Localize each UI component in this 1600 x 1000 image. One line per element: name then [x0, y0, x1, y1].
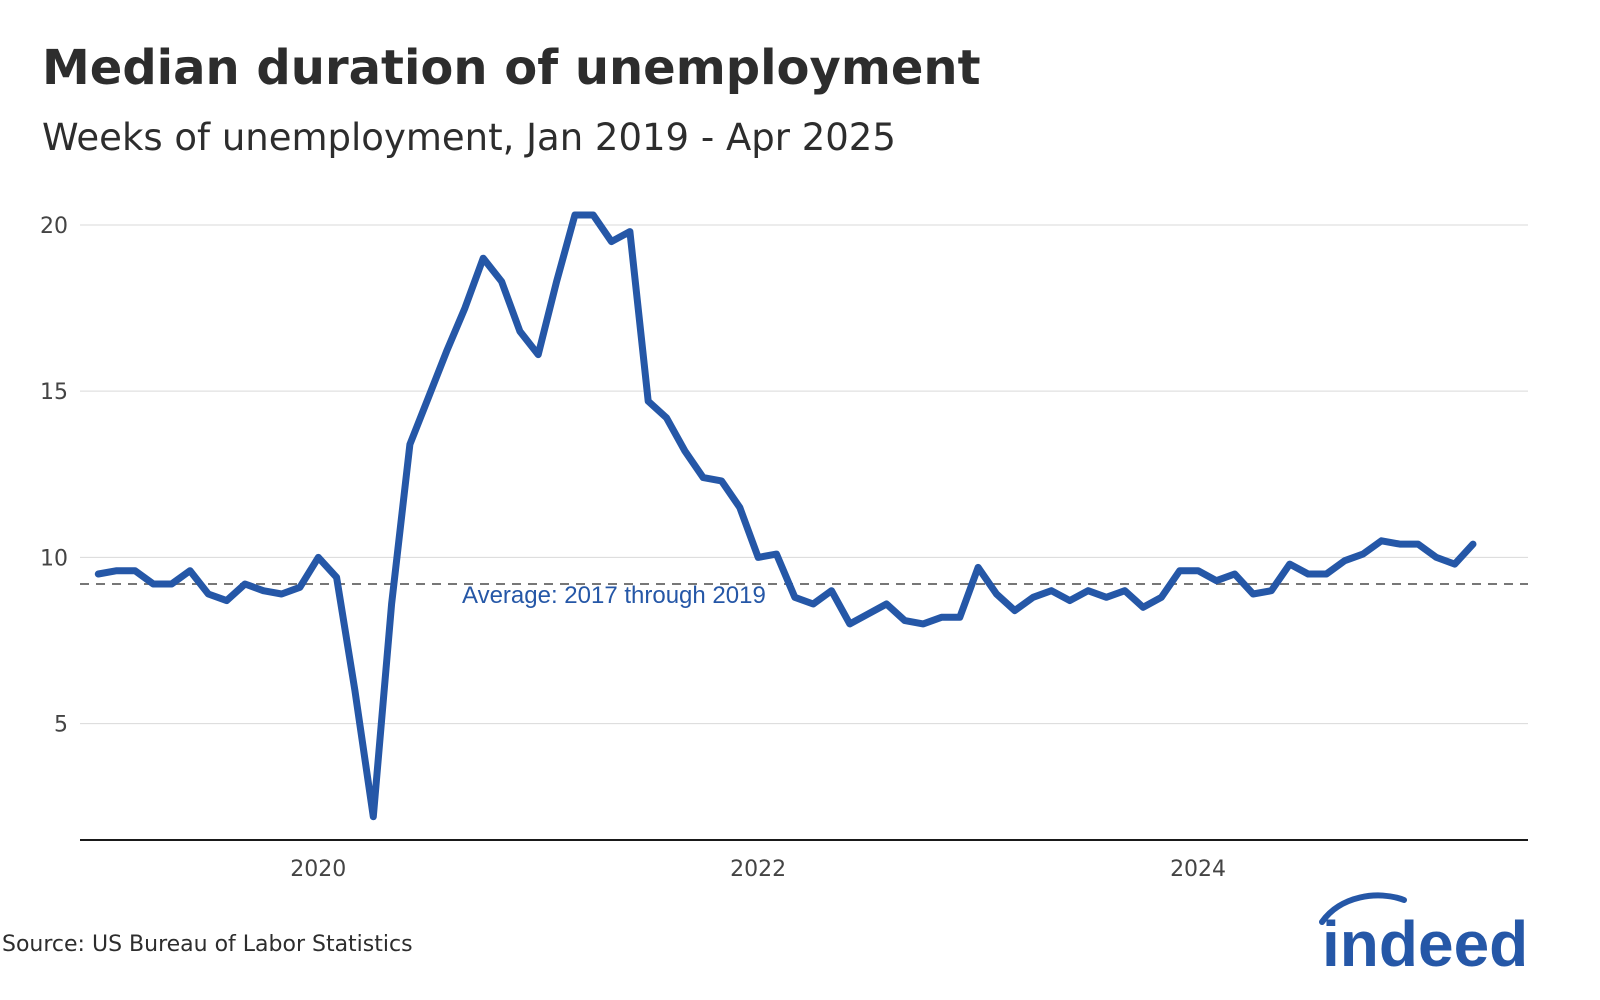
series-line-0 — [94, 211, 1477, 821]
y-tick-label: 20 — [40, 214, 68, 239]
average-reference: Average: 2017 through 2019 — [80, 582, 1528, 609]
x-tick-label: 2020 — [290, 857, 346, 882]
x-axis-ticks: 2020 2022 2024 — [290, 857, 1226, 882]
average-reference-label: Average: 2017 through 2019 — [462, 582, 766, 609]
series — [94, 211, 1477, 821]
chart-title: Median duration of unemployment — [42, 40, 981, 96]
logo-arc — [1319, 892, 1407, 925]
source-note: Source: US Bureau of Labor Statistics — [2, 932, 413, 957]
x-tick-label: 2024 — [1170, 857, 1226, 882]
y-tick-label: 10 — [40, 546, 68, 571]
logo-wordmark: indeed — [1322, 908, 1528, 978]
indeed-logo: indeed — [1319, 892, 1528, 978]
gridlines — [80, 224, 1528, 725]
y-tick-label: 5 — [54, 713, 68, 738]
y-axis-ticks: 5 10 15 20 — [40, 214, 68, 738]
x-tick-label: 2022 — [730, 857, 786, 882]
y-tick-label: 15 — [40, 380, 68, 405]
chart-subtitle: Weeks of unemployment, Jan 2019 - Apr 20… — [42, 116, 896, 159]
